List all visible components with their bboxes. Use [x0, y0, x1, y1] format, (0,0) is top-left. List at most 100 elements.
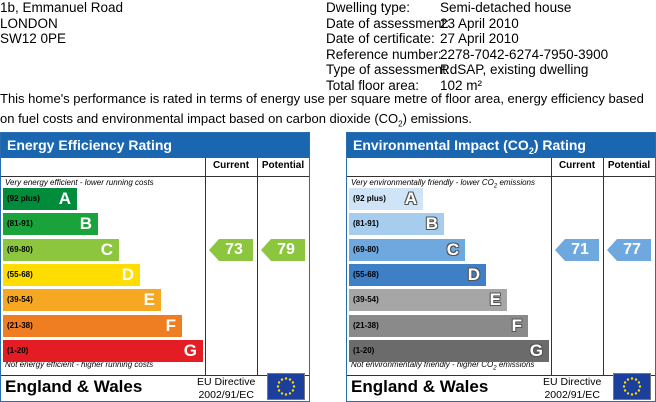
band-range-label: (1-20): [353, 345, 375, 355]
rating-band-g: (1-20) G: [349, 339, 549, 362]
detail-label: Date of certificate:: [326, 31, 435, 46]
band-range-label: (39-54): [7, 295, 33, 305]
footer-divider: [347, 375, 655, 376]
environment-title-subscript: 2: [528, 145, 534, 156]
detail-value: 23 April 2010: [440, 15, 519, 31]
address-line-3: SW12 0PE: [0, 31, 67, 46]
column-divider: [205, 158, 206, 375]
rating-band-a: (92 plus) A: [349, 188, 423, 210]
bottom-caption-end: emissions: [496, 360, 535, 369]
detail-row-assessment-type: Type of assessment: RdSAP, existing dwell…: [326, 62, 608, 78]
band-range-label: (39-54): [353, 295, 379, 305]
bottom-caption-text: Not environmentally friendly - higher CO: [351, 360, 494, 369]
band-letter: C: [100, 239, 113, 259]
property-details: Dwelling type: Semi-detached house Date o…: [326, 0, 608, 93]
energy-efficiency-panel: Energy Efficiency Rating Current Potenti…: [0, 132, 310, 402]
detail-value: 27 April 2010: [440, 31, 519, 46]
band-letter: G: [183, 340, 197, 360]
band-range-label: (21-38): [353, 320, 379, 330]
header-divider: [347, 176, 655, 177]
rating-band-a: (92 plus) A: [3, 188, 77, 210]
detail-row-dwelling-type: Dwelling type: Semi-detached house: [326, 0, 608, 16]
band-letter: A: [58, 189, 71, 208]
rating-band-b: (81-91) B: [349, 213, 444, 236]
band-letter: C: [446, 239, 459, 259]
potential-rating-arrow-value: 77: [623, 240, 641, 258]
band-letter: B: [425, 214, 438, 234]
band-letter: G: [529, 340, 543, 360]
band-letter: D: [121, 264, 134, 284]
top-caption-end: emissions: [497, 178, 536, 187]
intro-text: This home's performance is rated in term…: [0, 91, 644, 126]
detail-row-reference: Reference number: 2278-7042-6274-7950-390…: [326, 47, 608, 63]
rating-band-f: (21-38) F: [349, 314, 528, 337]
band-range-label: (92 plus): [353, 194, 386, 203]
eu-directive: EU Directive 2002/91/EC: [543, 376, 601, 402]
bottom-caption: Not energy efficient - higher running co…: [5, 360, 154, 369]
rating-band-d: (55-68) D: [3, 263, 140, 286]
band-letter: E: [489, 290, 501, 310]
rating-band-e: (39-54) E: [349, 289, 507, 312]
rating-band-f: (21-38) F: [3, 314, 182, 337]
band-letter: D: [467, 264, 480, 284]
band-range-label: (21-38): [7, 320, 33, 330]
band-range-label: (69-80): [7, 244, 33, 254]
environmental-impact-panel: Environmental Impact (CO2) Rating Curren…: [346, 132, 656, 402]
detail-value: 2278-7042-6274-7950-3900: [440, 46, 609, 62]
current-rating-arrow: 73: [209, 238, 253, 261]
eu-directive-line1: EU Directive: [197, 376, 256, 388]
detail-value: Semi-detached house: [440, 0, 572, 15]
band-range-label: (81-91): [353, 219, 379, 229]
current-rating-arrow-value: 71: [571, 240, 589, 258]
detail-label: Dwelling type:: [326, 0, 411, 15]
top-caption-subscript: 2: [493, 183, 498, 190]
eu-flag-icon: [613, 373, 651, 400]
band-range-label: (55-68): [7, 269, 33, 279]
address-line-2: LONDON: [0, 15, 58, 31]
band-letter: F: [165, 315, 176, 335]
intro-subscript: 2: [398, 119, 403, 129]
detail-row-certificate-date: Date of certificate: 27 April 2010: [326, 31, 608, 47]
bottom-caption-subscript: 2: [493, 365, 497, 372]
eu-directive-line1: EU Directive: [543, 376, 602, 388]
detail-label: Reference number:: [326, 46, 442, 62]
current-column-header: Current: [558, 160, 596, 171]
rating-band-b: (81-91) B: [3, 213, 98, 236]
intro-text-end: ) emissions.: [402, 111, 472, 126]
rating-band-d: (55-68) D: [349, 263, 486, 286]
detail-row-assessment-date: Date of assessment: 23 April 2010: [326, 16, 608, 32]
column-divider: [603, 158, 604, 375]
header-divider: [1, 176, 309, 177]
rating-band-c: (69-80) C: [3, 238, 119, 261]
rating-band-e: (39-54) E: [3, 289, 161, 312]
eu-directive-line2: 2002/91/EC: [544, 389, 600, 401]
band-letter: E: [143, 290, 155, 310]
current-column-header: Current: [212, 160, 250, 171]
eu-directive-line2: 2002/91/EC: [198, 389, 254, 401]
potential-column-header: Potential: [607, 160, 651, 171]
footer-divider: [1, 375, 309, 376]
footer-region: England & Wales: [351, 377, 489, 396]
top-caption: Very energy efficient - lower running co…: [5, 178, 154, 187]
footer-region: England & Wales: [5, 377, 143, 396]
band-range-label: (1-20): [7, 345, 29, 355]
potential-rating-arrow-value: 79: [277, 240, 295, 258]
environment-panel-title: Environmental Impact (CO2) Rating: [347, 133, 655, 158]
detail-value: RdSAP, existing dwelling: [440, 62, 589, 77]
detail-row-floor-area: Total floor area: 102 m²: [326, 78, 608, 94]
detail-label: Total floor area:: [326, 77, 420, 93]
current-rating-arrow: 71: [555, 238, 599, 261]
energy-panel-title: Energy Efficiency Rating: [1, 133, 309, 158]
band-letter: B: [79, 214, 92, 234]
detail-label: Type of assessment:: [326, 62, 450, 77]
bottom-caption: Not environmentally friendly - higher CO…: [351, 360, 534, 372]
column-divider: [551, 158, 552, 375]
address-line-1: 1b, Emmanuel Road: [0, 0, 124, 15]
column-divider: [257, 158, 258, 375]
band-range-label: (92 plus): [7, 194, 40, 203]
potential-rating-arrow: 77: [607, 238, 651, 261]
band-range-label: (81-91): [7, 219, 33, 229]
rating-band-c: (69-80) C: [349, 238, 465, 261]
band-range-label: (69-80): [353, 244, 379, 254]
potential-column-header: Potential: [261, 160, 305, 171]
